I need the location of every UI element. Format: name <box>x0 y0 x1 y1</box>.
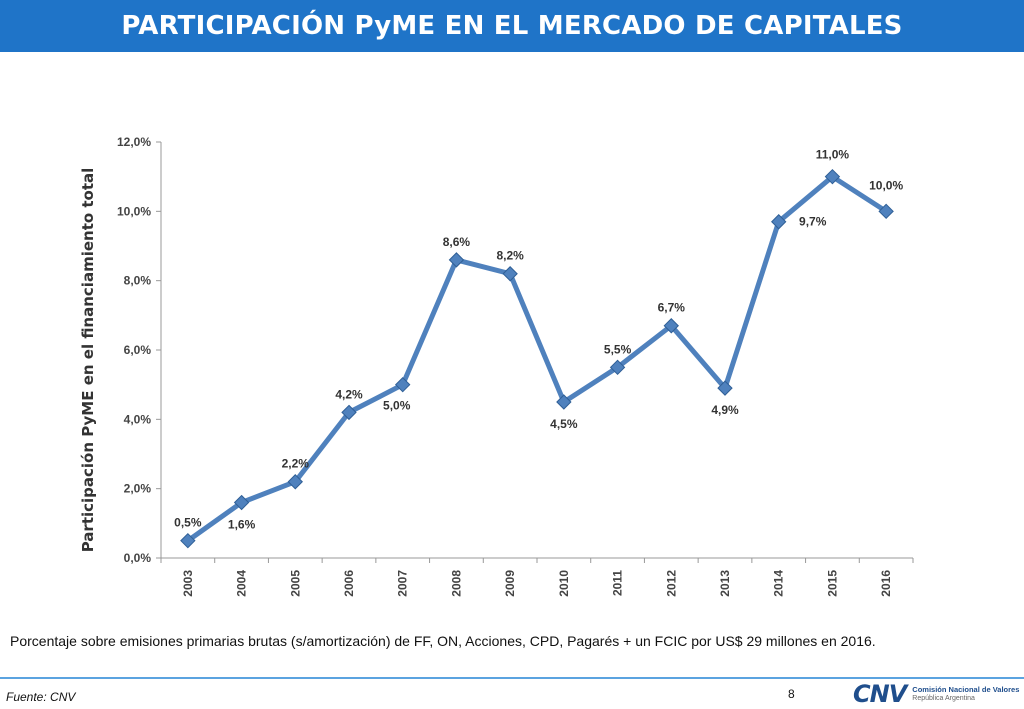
data-point <box>609 359 626 376</box>
data-label: 9,7% <box>799 215 827 229</box>
data-point <box>556 394 572 410</box>
data-label: 8,2% <box>496 249 524 263</box>
logo-line-1: Comisión Nacional de Valores <box>912 685 1020 694</box>
x-tick-label: 2016 <box>879 570 893 597</box>
data-labels: 0,5% 1,6% 2,2% 4,2% 5,0% 8,6% 8,2% 4,5% 5,5% 6,7%… <box>174 148 903 532</box>
data-point <box>180 532 196 549</box>
data-label: 4,2% <box>335 387 363 401</box>
x-tick-label: 2010 <box>557 570 571 597</box>
x-tick-label: 2015 <box>825 570 839 597</box>
y-tick-label: 2,0% <box>124 482 152 496</box>
y-tick-label: 0,0% <box>124 551 152 565</box>
data-point <box>771 214 787 230</box>
data-markers <box>180 168 894 549</box>
data-point <box>717 380 733 396</box>
x-tick-label: 2012 <box>664 570 678 597</box>
x-tick-label: 2004 <box>235 570 249 597</box>
data-point <box>341 404 357 421</box>
cnv-logo: CNV Comisión Nacional de Valores Repúbli… <box>853 681 1019 707</box>
data-label: 0,5% <box>174 516 202 530</box>
footnote: Porcentaje sobre emisiones primarias bru… <box>10 633 876 649</box>
page-title: PARTICIPACIÓN PyME EN EL MERCADO DE CAPI… <box>121 11 903 41</box>
data-point <box>824 168 841 185</box>
data-point <box>663 318 679 334</box>
x-ticks: 2003 2004 2005 2006 2007 2008 2009 2010 2011 2012… <box>160 558 914 597</box>
x-tick-label: 2014 <box>772 570 786 597</box>
data-label: 11,0% <box>816 148 850 162</box>
logo-mark: CNV <box>853 680 907 708</box>
data-point <box>395 376 411 393</box>
x-tick-label: 2005 <box>288 570 302 597</box>
x-tick-label: 2011 <box>611 570 625 596</box>
y-tick-label: 10,0% <box>117 204 151 218</box>
data-label: 4,5% <box>550 417 578 431</box>
data-label: 4,9% <box>711 403 739 417</box>
source-note: Fuente: CNV <box>6 690 76 704</box>
logo-text: Comisión Nacional de Valores República A… <box>912 685 1019 703</box>
x-tick-label: 2003 <box>181 570 195 597</box>
x-tick-label: 2009 <box>503 570 517 597</box>
data-label: 10,0% <box>869 178 903 192</box>
logo-line-2: República Argentina <box>912 695 975 702</box>
x-tick-label: 2006 <box>342 570 356 597</box>
y-tick-label: 4,0% <box>124 412 152 426</box>
data-point <box>287 474 303 490</box>
data-label: 6,7% <box>658 301 686 315</box>
data-point <box>233 494 250 511</box>
data-label: 2,2% <box>282 457 310 471</box>
data-point <box>448 252 465 268</box>
data-label: 5,5% <box>604 342 632 356</box>
y-axis-title-group: Participación PyME en el financiamiento … <box>79 168 97 553</box>
x-tick-label: 2013 <box>718 570 732 597</box>
data-label: 5,0% <box>383 399 411 413</box>
x-tick-label: 2007 <box>396 570 410 597</box>
data-label: 1,6% <box>228 518 256 532</box>
data-point <box>502 266 518 282</box>
y-tick-label: 8,0% <box>124 274 152 288</box>
x-tick-label: 2008 <box>449 570 463 597</box>
footer-divider <box>0 677 1024 679</box>
series-line <box>186 174 888 543</box>
y-ticks: 0,0% 2,0% 4,0% 6,0% 8,0% 10,0% 12,0% <box>117 135 161 565</box>
data-point <box>878 203 894 220</box>
y-tick-label: 6,0% <box>124 343 152 357</box>
page-number: 8 <box>788 687 795 701</box>
line-chart: Participación PyME en el financiamiento … <box>79 135 914 597</box>
data-label: 8,6% <box>443 235 471 249</box>
y-axis-title: Participación PyME en el financiamiento … <box>79 168 97 553</box>
y-tick-label: 12,0% <box>117 135 151 149</box>
title-bar: PARTICIPACIÓN PyME EN EL MERCADO DE CAPI… <box>0 0 1024 52</box>
